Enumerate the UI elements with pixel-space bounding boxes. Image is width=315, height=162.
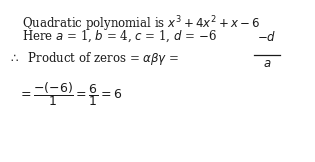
Text: $\therefore$  Product of zeros = $\alpha\beta\gamma$ =: $\therefore$ Product of zeros = $\alpha\…	[8, 50, 180, 67]
Text: Quadratic polynomial is $x^3 + 4x^2 + x - 6$: Quadratic polynomial is $x^3 + 4x^2 + x …	[22, 14, 261, 34]
Text: Here $a$ = 1, $b$ = 4, $c$ = 1, $d$ = $-$6: Here $a$ = 1, $b$ = 4, $c$ = 1, $d$ = $-…	[22, 29, 217, 44]
Text: $a$: $a$	[263, 57, 271, 70]
Text: $-d$: $-d$	[257, 30, 277, 44]
Text: $= \dfrac{-(-6)}{1} = \dfrac{6}{1} = 6$: $= \dfrac{-(-6)}{1} = \dfrac{6}{1} = 6$	[18, 80, 123, 108]
